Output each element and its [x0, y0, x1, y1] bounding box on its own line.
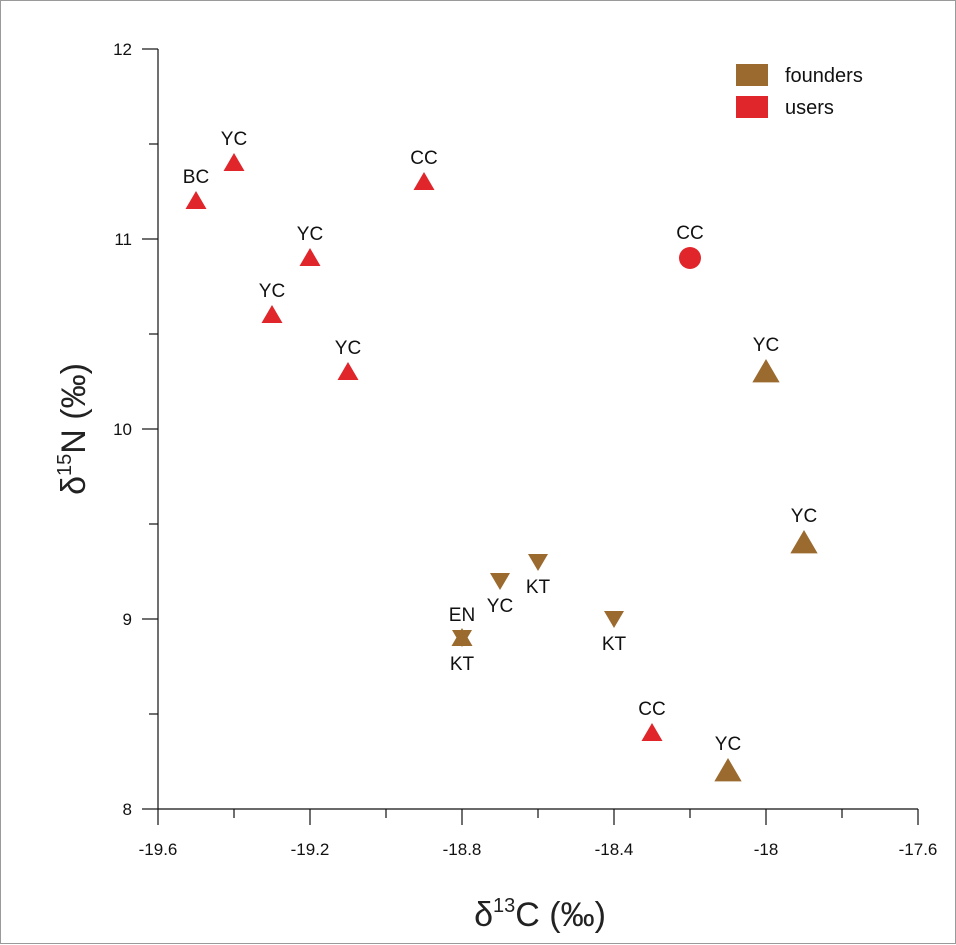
y-tick-label: 10 — [113, 420, 132, 439]
legend-label-users: users — [785, 97, 834, 119]
point-label: EN — [449, 605, 475, 626]
point-label: KT — [526, 577, 551, 598]
data-point-founders — [752, 359, 780, 383]
data-point-founders — [714, 758, 742, 782]
x-tick-label: -19.6 — [139, 840, 178, 859]
point-label: CC — [410, 148, 437, 169]
point-label: YC — [221, 129, 247, 150]
data-point-users — [337, 362, 359, 380]
ticks: -19.6 -19.2 -18.8 -18.4 -18 -17.6 8 9 10 11 12 — [113, 40, 937, 859]
axes — [157, 49, 918, 810]
y-tick-label: 12 — [113, 40, 132, 59]
x-tick-label: -18.4 — [595, 840, 634, 859]
legend-swatch-founders — [736, 64, 768, 86]
legend-label-founders: founders — [785, 65, 863, 87]
y-tick-label: 11 — [114, 230, 132, 249]
x-tick-label: -17.6 — [899, 840, 938, 859]
point-label: KT — [450, 654, 475, 675]
data-point-founders — [451, 628, 473, 646]
point-label: CC — [638, 699, 665, 720]
data-point-users — [679, 247, 701, 269]
point-label: YC — [259, 281, 285, 302]
point-label: YC — [335, 338, 361, 359]
point-label: YC — [715, 734, 741, 755]
data-point-users — [641, 723, 663, 741]
point-label: YC — [753, 335, 779, 356]
data-point-users — [299, 248, 321, 266]
data-point-users — [413, 172, 435, 190]
x-tick-label: -19.2 — [291, 840, 330, 859]
data-point-users — [261, 305, 283, 323]
data-point-founders — [490, 573, 510, 590]
y-tick-label: 9 — [123, 610, 132, 629]
point-label: YC — [487, 596, 513, 617]
point-label: YC — [297, 224, 323, 245]
y-axis-title: δ15N (‰) — [54, 363, 93, 495]
data-point-founders — [790, 530, 818, 554]
point-label: BC — [183, 167, 209, 188]
y-tick-label: 8 — [123, 800, 132, 819]
x-tick-label: -18 — [754, 840, 779, 859]
data-point-founders — [528, 554, 548, 571]
legend-swatch-users — [736, 96, 768, 118]
x-axis-title: δ13C (‰) — [474, 895, 606, 934]
legend: founders users — [736, 64, 863, 119]
data-point-users — [223, 153, 245, 171]
data-points — [185, 153, 818, 782]
data-point-founders — [604, 611, 624, 628]
point-label: KT — [602, 634, 627, 655]
point-label: YC — [791, 506, 817, 527]
point-labels: BC YC CC YC YC YC CC CC YC YC YC YC KT KT EN KT — [183, 129, 817, 755]
x-tick-label: -18.8 — [443, 840, 482, 859]
data-point-users — [185, 191, 207, 209]
point-label: CC — [676, 223, 703, 244]
